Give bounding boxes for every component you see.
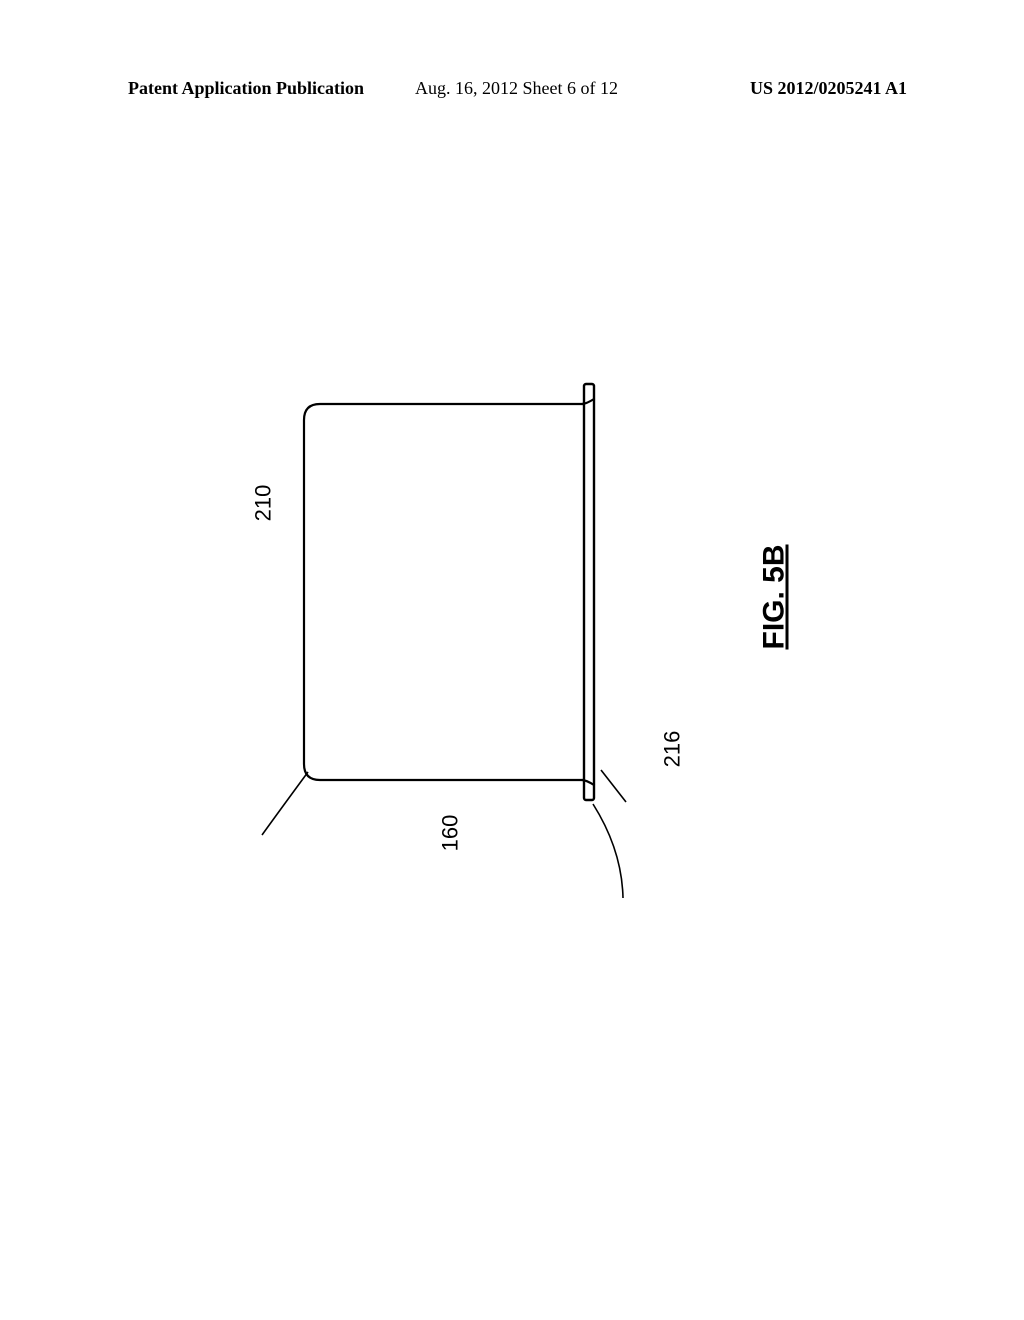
figure-container: [210, 360, 650, 920]
body-outline: [304, 404, 584, 780]
figure-caption: FIG. 5B: [758, 544, 792, 649]
ref-160: 160: [437, 815, 463, 852]
header-pub-number: US 2012/0205241 A1: [750, 78, 907, 99]
ref-210: 210: [250, 485, 276, 522]
patent-page: Patent Application Publication Aug. 16, …: [0, 0, 1024, 1320]
ref-216: 216: [659, 731, 685, 768]
crucible-drawing: [304, 384, 594, 800]
patent-figure-svg: [210, 360, 650, 920]
leader-210: [262, 772, 308, 835]
leader-160: [593, 804, 623, 898]
header-publication: Patent Application Publication: [128, 78, 364, 99]
leader-216: [601, 770, 626, 802]
cap-plate: [584, 384, 594, 800]
header-date-sheet: Aug. 16, 2012 Sheet 6 of 12: [415, 78, 618, 99]
